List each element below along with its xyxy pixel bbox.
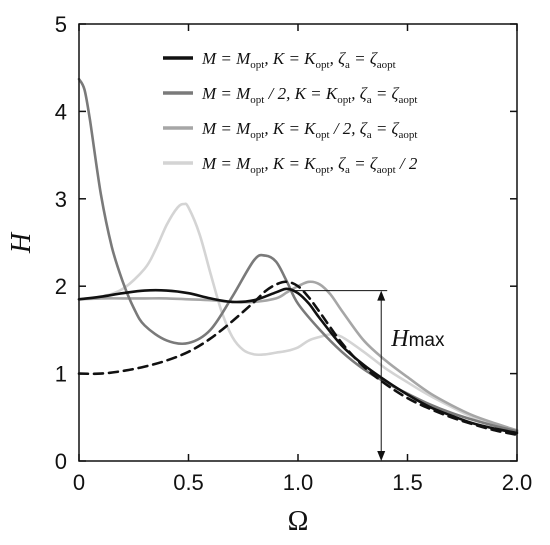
legend-subscript: opt: [316, 129, 330, 141]
legend-subscript: aopt: [377, 59, 396, 71]
series-line-4: [77, 202, 519, 432]
x-tick-label: 1.0: [283, 470, 314, 495]
legend-text-part: , ζ: [330, 49, 347, 68]
series-line-dashed: [77, 280, 519, 437]
legend-text-part: , K = K: [264, 49, 317, 68]
hmax-arrow-head-down: [377, 451, 386, 461]
legend-text-part: M = M: [201, 119, 251, 138]
legend-subscript: opt: [316, 164, 330, 176]
y-tick-label: 5: [55, 12, 67, 37]
legend-subscript: aopt: [398, 129, 417, 141]
legend-text-part: = ζ: [350, 154, 378, 173]
legend-text-part: = ζ: [372, 84, 400, 103]
legend-text-part: / 2, K = K: [264, 84, 339, 103]
x-tick-label: 0: [73, 470, 85, 495]
hmax-arrow-head-up: [377, 290, 386, 301]
legend-subscript: opt: [250, 129, 264, 141]
legend-subscript: opt: [250, 59, 264, 71]
legend-text-part: , ζ: [330, 154, 347, 173]
legend: M = Mopt​, K = Kopt​, ζa​ = ζaopt​M = Mo…: [163, 49, 418, 176]
y-tick-label: 1: [55, 362, 67, 387]
legend-subscript: opt: [250, 164, 264, 176]
legend-subscript: aopt: [398, 94, 417, 106]
legend-subscript: a: [345, 164, 350, 176]
series-line-3: [77, 280, 519, 432]
legend-subscript: opt: [250, 94, 264, 106]
legend-label: M = Mopt​ / 2, K = Kopt​, ζa​ = ζaopt​: [201, 84, 417, 106]
plot-area: [77, 77, 519, 437]
series-line-2: [77, 77, 519, 433]
axis-ticks: 0 0.5 1.0 1.5 2.0 0 1 2 3 4 5: [55, 12, 533, 495]
legend-text-part: , ζ: [351, 84, 368, 103]
legend-text-part: / 2, ζ: [330, 119, 368, 138]
series-line-1: [77, 287, 519, 435]
hmax-label-sub: max: [409, 330, 445, 351]
legend-subscript: a: [367, 94, 372, 106]
x-axis-title: Ω: [288, 506, 309, 537]
y-axis-title: H: [6, 231, 37, 254]
hmax-label: Hmax: [390, 326, 445, 352]
hmax-label-main: H: [390, 326, 410, 352]
legend-text-part: M = M: [201, 49, 251, 68]
legend-text-part: M = M: [201, 84, 251, 103]
legend-subscript: aopt: [377, 164, 396, 176]
legend-text-part: = ζ: [372, 119, 400, 138]
hmax-annotation: Hmax: [293, 290, 445, 461]
legend-text-part: M = M: [201, 154, 251, 173]
legend-subscript: a: [345, 59, 350, 71]
legend-label: M = Mopt​, K = Kopt​, ζa​ = ζaopt​ / 2: [201, 154, 418, 176]
legend-subscript: a: [367, 129, 372, 141]
legend-text-part: , K = K: [264, 154, 317, 173]
x-tick-label: 0.5: [173, 470, 204, 495]
legend-text-part: = ζ: [350, 49, 378, 68]
y-tick-label: 4: [55, 99, 67, 124]
y-tick-label: 2: [55, 274, 67, 299]
legend-label: M = Mopt​, K = Kopt​, ζa​ = ζaopt​: [201, 49, 396, 71]
y-tick-label: 0: [55, 449, 67, 474]
legend-text-part: , K = K: [264, 119, 317, 138]
y-tick-label: 3: [55, 187, 67, 212]
legend-text-part: / 2: [396, 154, 418, 173]
legend-label: M = Mopt​, K = Kopt​ / 2, ζa​ = ζaopt​: [201, 119, 417, 141]
x-tick-label: 1.5: [392, 470, 423, 495]
legend-subscript: opt: [316, 59, 330, 71]
legend-subscript: opt: [337, 94, 351, 106]
x-tick-label: 2.0: [502, 470, 533, 495]
